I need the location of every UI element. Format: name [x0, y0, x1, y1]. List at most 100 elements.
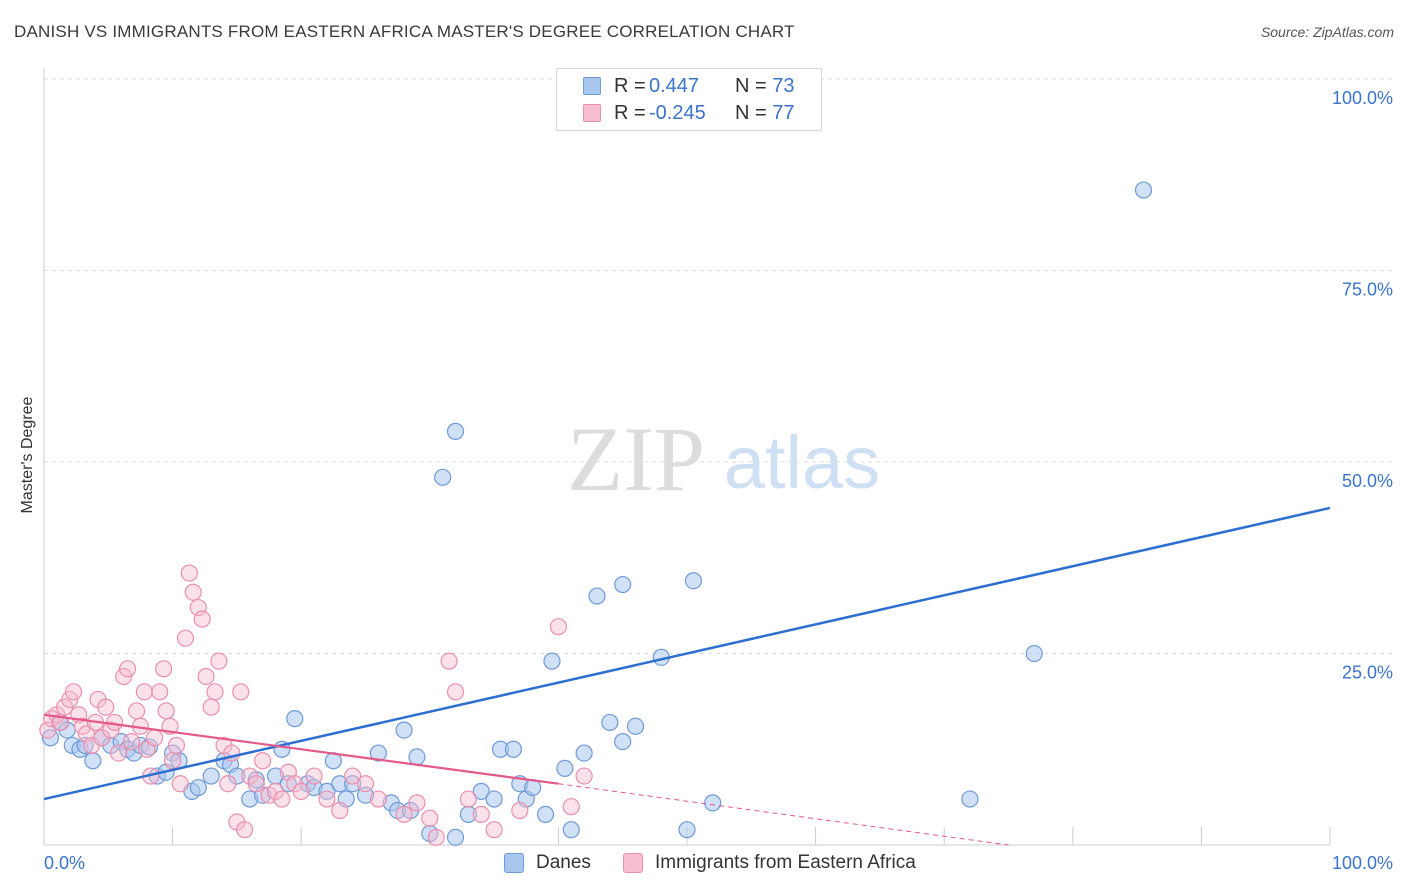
danes-point	[601, 713, 619, 732]
immigrants-r-value: -0.245	[649, 102, 706, 124]
legend-label-immigrants: Immigrants from Eastern Africa	[655, 852, 916, 873]
y-tick-label: 25.0%	[1342, 663, 1393, 683]
immigrants-point	[236, 821, 254, 839]
danes-legend-swatch	[504, 853, 524, 873]
immigrants-point	[273, 790, 291, 808]
immigrants-point	[219, 775, 237, 793]
danes-point	[189, 778, 207, 797]
danes-point	[614, 575, 632, 594]
immigrants-point	[318, 790, 336, 808]
danes-r-value: 0.447	[649, 75, 700, 97]
danes-point	[614, 732, 632, 751]
danes-point	[395, 721, 413, 739]
danes-point	[504, 740, 522, 758]
danes-point	[202, 767, 220, 785]
immigrants-point	[193, 610, 211, 628]
immigrants-swatch	[583, 104, 601, 122]
legend-item-danes[interactable]: Danes	[504, 852, 591, 874]
immigrants-point	[247, 775, 265, 793]
immigrants-point	[202, 698, 220, 716]
danes-point	[369, 744, 387, 762]
immigrants-trend-extension	[558, 783, 1009, 846]
y-tick-label: 75.0%	[1342, 280, 1393, 300]
immigrants-point	[421, 809, 439, 827]
immigrants-point	[154, 660, 173, 678]
danes-point	[286, 710, 304, 728]
danes-point	[485, 790, 503, 808]
danes-point	[472, 782, 490, 800]
danes-point	[536, 805, 555, 823]
immigrants-point	[206, 683, 224, 701]
immigrants-n-value: 77	[772, 102, 795, 124]
immigrants-point	[109, 744, 128, 762]
stats-row-danes: R = 0.447 N = 73	[557, 73, 821, 99]
chart-title: DANISH VS IMMIGRANTS FROM EASTERN AFRICA…	[14, 22, 795, 41]
danes-point	[459, 805, 477, 823]
watermark: ZIP atlas	[567, 408, 880, 510]
danes-point	[678, 821, 696, 839]
immigrants-point	[369, 790, 387, 808]
trend-lines	[43, 506, 1331, 846]
immigrants-point	[549, 618, 568, 636]
danes-point	[556, 759, 574, 778]
immigrants-point	[408, 794, 426, 812]
immigrants-point	[395, 805, 413, 823]
immigrants-point	[427, 828, 445, 846]
immigrants-point	[157, 702, 175, 720]
danes-trend-line	[43, 506, 1331, 801]
immigrants-point	[511, 801, 529, 820]
immigrants-point	[446, 683, 465, 701]
immigrants-point	[305, 767, 323, 785]
immigrants-point	[167, 736, 186, 755]
danes-point	[543, 652, 561, 670]
stats-row-immigrants: R = -0.245 N = 77	[557, 100, 821, 126]
legend: Danes Immigrants from Eastern Africa	[0, 852, 1406, 878]
danes-point	[140, 738, 159, 756]
r-label: R =	[614, 102, 646, 124]
immigrants-point	[145, 729, 164, 747]
danes-point	[562, 821, 580, 839]
legend-label-danes: Danes	[536, 852, 591, 873]
immigrants-trend-line	[43, 713, 559, 785]
immigrants-point	[232, 683, 250, 701]
danes-point	[961, 790, 979, 808]
immigrants-point	[122, 732, 141, 751]
immigrants-point	[575, 767, 593, 785]
danes-point	[626, 717, 645, 735]
immigrants-point	[64, 683, 83, 701]
danes-point	[84, 752, 102, 770]
danes-n-value: 73	[772, 75, 795, 97]
danes-point	[408, 748, 426, 766]
danes-point	[266, 767, 285, 785]
immigrants-point	[562, 798, 580, 816]
watermark-zip: ZIP	[567, 408, 705, 510]
immigrants-point	[197, 667, 215, 686]
immigrants-point	[180, 564, 198, 582]
immigrants-point	[164, 752, 182, 770]
danes-points	[41, 181, 1153, 846]
immigrants-point	[171, 775, 189, 793]
danes-point	[446, 422, 465, 440]
immigrants-point	[210, 652, 228, 670]
immigrants-point	[176, 629, 195, 647]
immigrants-point	[127, 702, 146, 720]
immigrants-point	[344, 767, 362, 785]
watermark-atlas: atlas	[724, 421, 880, 504]
immigrants-point	[135, 683, 153, 701]
n-label-danes: N = 73	[735, 75, 795, 97]
y-tick-label: 50.0%	[1342, 471, 1393, 491]
tick-labels: 25.0% 50.0% 75.0% 100.0% 0.0% 100.0%	[44, 88, 1393, 873]
danes-point	[575, 744, 593, 762]
source-label: Source: ZipAtlas.com	[1260, 24, 1394, 40]
immigrants-point	[97, 698, 115, 716]
danes-point	[684, 572, 703, 590]
immigrants-point	[151, 683, 169, 701]
legend-item-immigrants[interactable]: Immigrants from Eastern Africa	[623, 852, 916, 874]
immigrants-point	[331, 801, 349, 820]
danes-point	[1134, 181, 1153, 199]
immigrants-point	[356, 775, 375, 793]
immigrants-points	[39, 564, 593, 846]
y-tick-label: 100.0%	[1332, 88, 1393, 108]
danes-point	[446, 828, 465, 846]
